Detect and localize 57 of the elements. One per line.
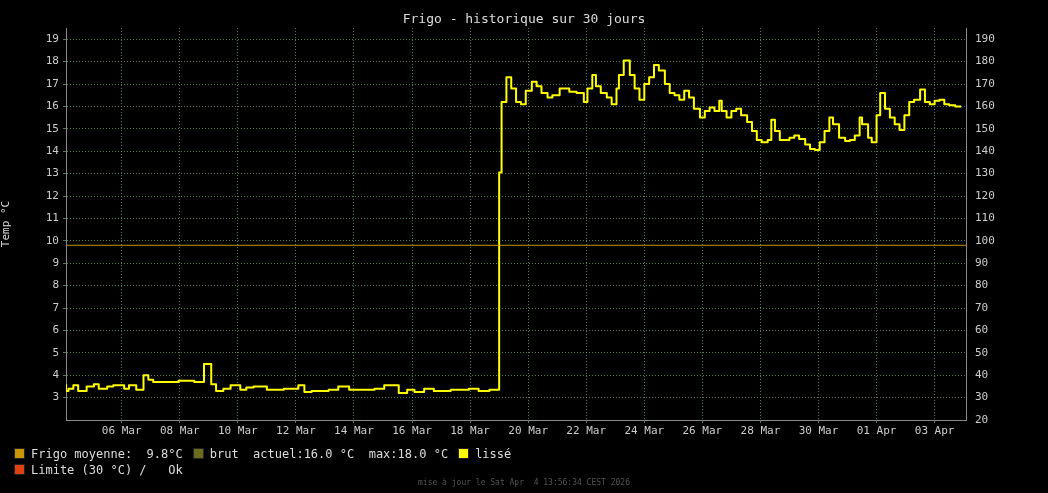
y-tick-label: 19 bbox=[45, 32, 59, 46]
x-tick-label: 10 Mar bbox=[217, 424, 259, 438]
legend-label: Frigo moyenne: 9.8°C bbox=[30, 447, 183, 461]
x-tick-label: 12 Mar bbox=[276, 424, 317, 438]
y2-tick-label: 180 bbox=[975, 54, 995, 68]
y2-tick-label: 120 bbox=[975, 188, 995, 202]
y-tick-label: 10 bbox=[45, 233, 59, 247]
x-tick-label: 01 Apr bbox=[856, 424, 897, 438]
y-tick-label: 7 bbox=[52, 300, 59, 314]
y2-tick-label: 150 bbox=[975, 121, 995, 135]
y-tick-label: 15 bbox=[45, 121, 59, 135]
y-axis-title: Temp °C bbox=[0, 200, 13, 248]
y-tick-label: 16 bbox=[45, 99, 59, 113]
x-tick-label: 28 Mar bbox=[740, 424, 781, 438]
y2-tick-label: 80 bbox=[975, 278, 989, 292]
y2-tick-label: 190 bbox=[975, 32, 995, 46]
x-tick-label: 22 Mar bbox=[566, 424, 607, 438]
y-tick-label: 11 bbox=[45, 211, 59, 225]
y2-tick-label: 170 bbox=[975, 76, 995, 90]
y2-tick-label: 40 bbox=[975, 368, 989, 382]
y-tick-label: 3 bbox=[52, 390, 59, 404]
y2-tick-label: 140 bbox=[975, 144, 995, 158]
y2-tick-label: 60 bbox=[975, 323, 989, 337]
y-tick-label: 13 bbox=[45, 166, 59, 180]
y-tick-label: 6 bbox=[52, 323, 59, 337]
x-tick-label: 06 Mar bbox=[101, 424, 142, 438]
y2-tick-label: 130 bbox=[975, 166, 995, 180]
x-tick-label: 14 Mar bbox=[334, 424, 375, 438]
y2-tick-label: 30 bbox=[975, 390, 989, 404]
y2-tick-label: 20 bbox=[975, 412, 989, 426]
y-tick-label: 4 bbox=[52, 368, 60, 382]
chart-title: Frigo - historique sur 30 jours bbox=[401, 11, 647, 26]
y2-tick-label: 90 bbox=[975, 256, 989, 270]
y-tick-label: 5 bbox=[52, 345, 59, 359]
text: Limite (30 °C) / Ok bbox=[30, 463, 183, 477]
y2-tick-label: 100 bbox=[975, 233, 995, 247]
y2-tick-label: 110 bbox=[975, 211, 995, 225]
text: brut actuel:16.0 °C max:18.0 °C bbox=[208, 447, 449, 461]
y2-tick-label: 160 bbox=[975, 99, 995, 113]
x-tick-label: 16 Mar bbox=[392, 424, 433, 438]
x-tick-label: 30 Mar bbox=[798, 424, 839, 438]
y2-tick-label: 70 bbox=[975, 300, 989, 314]
y-tick-label: 12 bbox=[45, 188, 59, 202]
y-tick-label: 18 bbox=[45, 54, 59, 68]
x-tick-label: 20 Mar bbox=[508, 424, 549, 438]
legend-label: lissé bbox=[474, 447, 512, 461]
x-tick-label: 18 Mar bbox=[450, 424, 491, 438]
y-tick-label: 9 bbox=[52, 256, 59, 270]
x-tick-label: 03 Apr bbox=[914, 424, 955, 438]
y-tick-label: 14 bbox=[45, 144, 60, 158]
text: mise à jour le Sat Apr 4 13:56:34 CEST 2026 bbox=[417, 478, 631, 487]
x-tick-label: 26 Mar bbox=[682, 424, 723, 438]
x-tick-label: 08 Mar bbox=[159, 424, 201, 438]
y-tick-label: 17 bbox=[45, 76, 59, 90]
x-tick-label: 24 Mar bbox=[624, 424, 665, 438]
y2-tick-label: 50 bbox=[975, 345, 989, 359]
y-tick-label: 8 bbox=[52, 278, 59, 292]
